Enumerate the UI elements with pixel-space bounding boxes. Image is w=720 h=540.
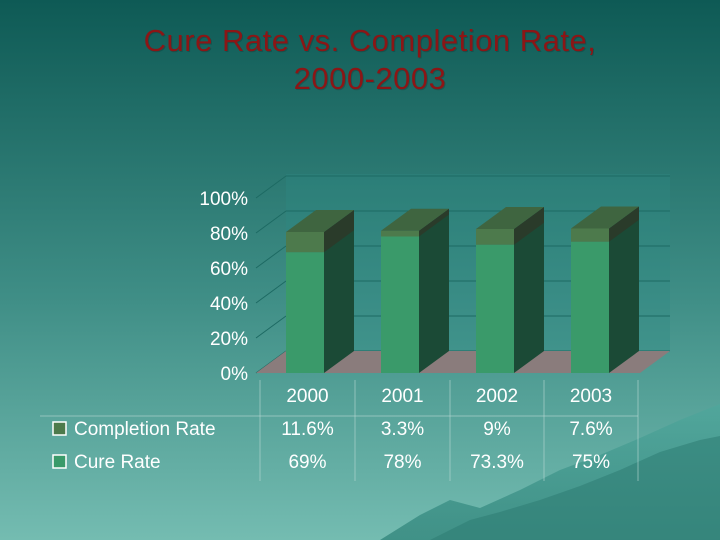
bar-cure-rate [571, 241, 609, 373]
bar-completion-side [324, 209, 354, 253]
bar-top-face [476, 206, 544, 229]
bar-completion-side [609, 206, 639, 242]
data-label: 69% [288, 452, 326, 473]
chart-title: Cure Rate vs. Completion Rate, 2000-2003 [60, 22, 680, 98]
gridline-side [255, 210, 287, 234]
bar-top-face [381, 208, 449, 231]
bar-completion-rate [381, 230, 419, 237]
bar-cure-rate [476, 244, 514, 373]
data-label: 9% [483, 419, 511, 440]
x-category-label: 2003 [570, 386, 612, 407]
bar-top-face [286, 209, 354, 232]
y-tick-label: 20% [210, 329, 248, 350]
gridline-side [255, 245, 287, 269]
bar-side-face [514, 206, 544, 373]
bar-cure-rate [381, 236, 419, 373]
bar-completion-rate [476, 228, 514, 245]
data-label: 3.3% [381, 419, 424, 440]
y-tick-label: 100% [199, 189, 248, 210]
bar-side-face [609, 206, 639, 373]
x-category-label: 2002 [476, 386, 518, 407]
legend-label: Cure Rate [74, 452, 161, 473]
chart-floor [256, 351, 670, 373]
data-label: 75% [572, 452, 610, 473]
bar-completion-side [514, 206, 544, 245]
bar-side-face [324, 209, 354, 373]
bar-completion-rate [571, 228, 609, 242]
bar-cure-rate [286, 252, 324, 373]
y-tick-label: 0% [221, 364, 249, 385]
x-category-label: 2001 [381, 386, 423, 407]
data-label: 78% [383, 452, 421, 473]
data-label: 7.6% [569, 419, 612, 440]
x-category-label: 2000 [286, 386, 328, 407]
bar-completion-rate [286, 231, 324, 253]
gridline-side [255, 315, 287, 339]
gridline-side [255, 175, 287, 199]
bar-side-face [419, 208, 449, 373]
gridline-side [255, 280, 287, 304]
bar-completion-side [419, 208, 449, 237]
bar-top-face [571, 206, 639, 229]
legend-swatch [52, 421, 67, 436]
y-tick-label: 80% [210, 224, 248, 245]
y-tick-label: 60% [210, 259, 248, 280]
y-tick-label: 40% [210, 294, 248, 315]
data-label: 73.3% [470, 452, 524, 473]
title-line-2: 2000-2003 [293, 61, 447, 96]
legend-swatch [52, 454, 67, 469]
legend-label: Completion Rate [74, 419, 216, 440]
data-label: 11.6% [281, 419, 334, 440]
title-line-1: Cure Rate vs. Completion Rate, [143, 23, 597, 58]
